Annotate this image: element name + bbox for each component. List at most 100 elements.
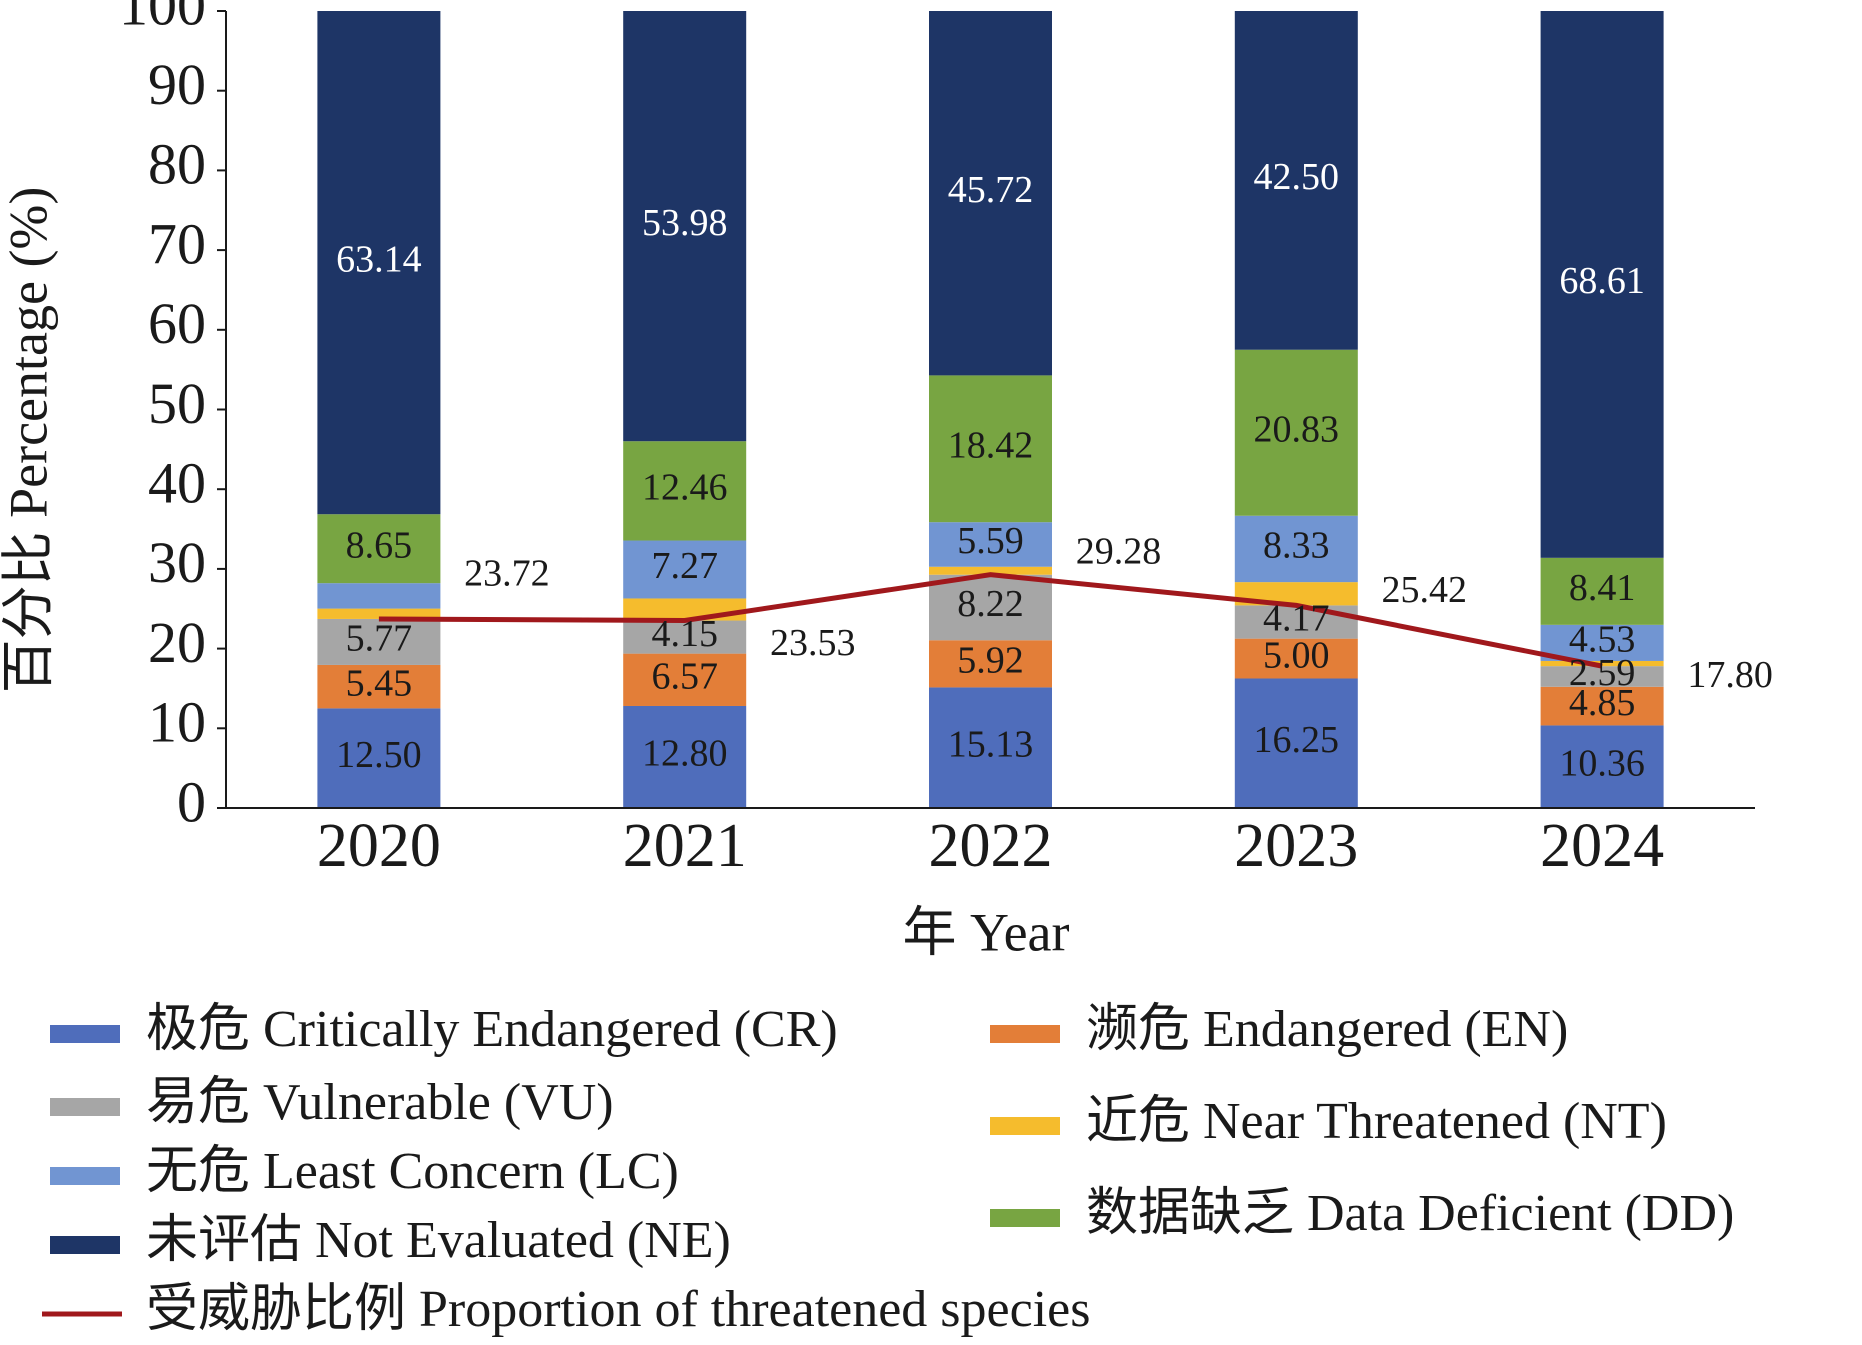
x-tick-label: 2024 xyxy=(1540,812,1664,880)
data-label: 6.57 xyxy=(651,656,718,698)
bar-segment xyxy=(317,514,441,584)
legend-label: 近危 Near Threatened (NT) xyxy=(1086,1093,1667,1150)
bar-segment xyxy=(1234,678,1358,808)
data-label: 12.46 xyxy=(642,467,728,509)
bar-segment xyxy=(317,608,441,619)
y-tick-label: 80 xyxy=(148,132,206,197)
bar-segment xyxy=(317,708,441,808)
y-tick-label: 60 xyxy=(148,291,206,356)
bar-segment xyxy=(929,11,1052,376)
bar-segment xyxy=(623,620,747,654)
data-label: 8.65 xyxy=(346,524,413,566)
data-label: 17.80 xyxy=(1687,654,1773,696)
bar-segment xyxy=(1540,660,1664,667)
data-label: 25.42 xyxy=(1382,569,1468,611)
bar-segment xyxy=(623,705,747,808)
data-label: 68.61 xyxy=(1559,260,1645,302)
legend-label: 易危 Vulnerable (VU) xyxy=(146,1074,614,1131)
data-label: 8.41 xyxy=(1569,567,1636,609)
legend-label: 受威胁比例 Proportion of threatened species xyxy=(146,1281,1090,1338)
data-label: 5.59 xyxy=(957,520,1024,562)
line-series xyxy=(378,572,1603,669)
x-tick-label: 2022 xyxy=(929,812,1053,880)
bar-segment xyxy=(1540,557,1664,625)
data-label: 8.22 xyxy=(957,583,1024,625)
y-tick-label: 20 xyxy=(148,610,206,675)
bar-segment xyxy=(929,640,1052,688)
data-label: 4.17 xyxy=(1263,598,1330,640)
data-label: 5.45 xyxy=(346,662,413,704)
bar-segment xyxy=(1540,725,1664,808)
data-label: 4.15 xyxy=(651,613,718,655)
data-label: 45.72 xyxy=(948,169,1034,211)
data-label: 12.50 xyxy=(336,734,422,776)
legend-swatch xyxy=(50,1025,120,1043)
data-label: 63.14 xyxy=(336,238,422,280)
y-tick-label: 70 xyxy=(148,211,206,276)
data-label: 7.27 xyxy=(651,545,718,587)
bar-segment xyxy=(317,618,441,665)
bar-segment xyxy=(317,583,441,609)
y-tick-label: 50 xyxy=(148,371,206,436)
data-label: 29.28 xyxy=(1076,530,1162,572)
bar-segment xyxy=(929,522,1052,567)
bar-segment xyxy=(317,664,441,709)
bar-segment xyxy=(929,375,1052,523)
legend-swatch xyxy=(990,1025,1060,1043)
data-label: 23.72 xyxy=(464,553,550,595)
bar-segment xyxy=(1540,686,1664,726)
y-tick-label: 30 xyxy=(148,530,206,595)
data-label: 16.25 xyxy=(1254,719,1340,761)
data-label: 42.50 xyxy=(1254,156,1340,198)
data-label: 5.92 xyxy=(957,640,1024,682)
data-label: 23.53 xyxy=(770,622,856,664)
data-label: 5.77 xyxy=(346,618,413,660)
legend-swatch xyxy=(990,1117,1060,1135)
data-label: 8.33 xyxy=(1263,525,1330,567)
bar-segment xyxy=(1540,666,1664,687)
bar-segment xyxy=(929,574,1052,641)
bar-segment xyxy=(1540,624,1664,661)
legend-label: 濒危 Endangered (EN) xyxy=(1086,1001,1568,1058)
data-label: 53.98 xyxy=(642,202,728,244)
bar-segment xyxy=(1234,349,1358,516)
bar-segment xyxy=(929,566,1052,575)
data-label: 12.80 xyxy=(642,733,728,775)
y-tick-label: 40 xyxy=(148,451,206,516)
bar-segment xyxy=(623,653,747,706)
bar-segment xyxy=(1234,605,1358,639)
data-label: 4.85 xyxy=(1569,682,1636,724)
x-tick-label: 2021 xyxy=(623,812,747,880)
data-label: 15.13 xyxy=(948,723,1034,765)
bar-segment xyxy=(623,11,747,442)
bar-segment xyxy=(317,11,441,515)
legend-label: 极危 Critically Endangered (CR) xyxy=(146,1001,838,1058)
bar-segment xyxy=(1234,515,1358,583)
legend-swatch xyxy=(50,1098,120,1116)
bar-segment xyxy=(623,540,747,599)
bar-segment xyxy=(929,687,1052,808)
y-tick-label: 100 xyxy=(119,0,206,37)
legend-label: 未评估 Not Evaluated (NE) xyxy=(146,1212,731,1269)
bar-segment xyxy=(1234,638,1358,679)
y-tick-label: 0 xyxy=(177,769,206,834)
bar-segment xyxy=(1234,582,1358,606)
legend-swatch xyxy=(50,1236,120,1254)
data-label: 18.42 xyxy=(948,425,1034,467)
data-label: 5.00 xyxy=(1263,634,1330,676)
data-label: 20.83 xyxy=(1254,408,1340,450)
data-label: 10.36 xyxy=(1559,742,1645,784)
bar-segment xyxy=(623,441,747,541)
legend-label: 无危 Least Concern (LC) xyxy=(146,1143,679,1200)
x-tick-label: 2023 xyxy=(1234,812,1358,880)
y-axis-title: 百分比 Percentage (%) xyxy=(0,187,58,694)
legend-label: 数据缺乏 Data Deficient (DD) xyxy=(1086,1185,1734,1242)
y-tick-label: 10 xyxy=(148,690,206,755)
data-label: 4.53 xyxy=(1569,619,1636,661)
bar-segment xyxy=(1540,11,1664,558)
legend-swatch xyxy=(990,1209,1060,1227)
legend-swatch xyxy=(50,1167,120,1185)
x-tick-label: 2020 xyxy=(317,812,441,880)
y-tick-label: 90 xyxy=(148,52,206,117)
